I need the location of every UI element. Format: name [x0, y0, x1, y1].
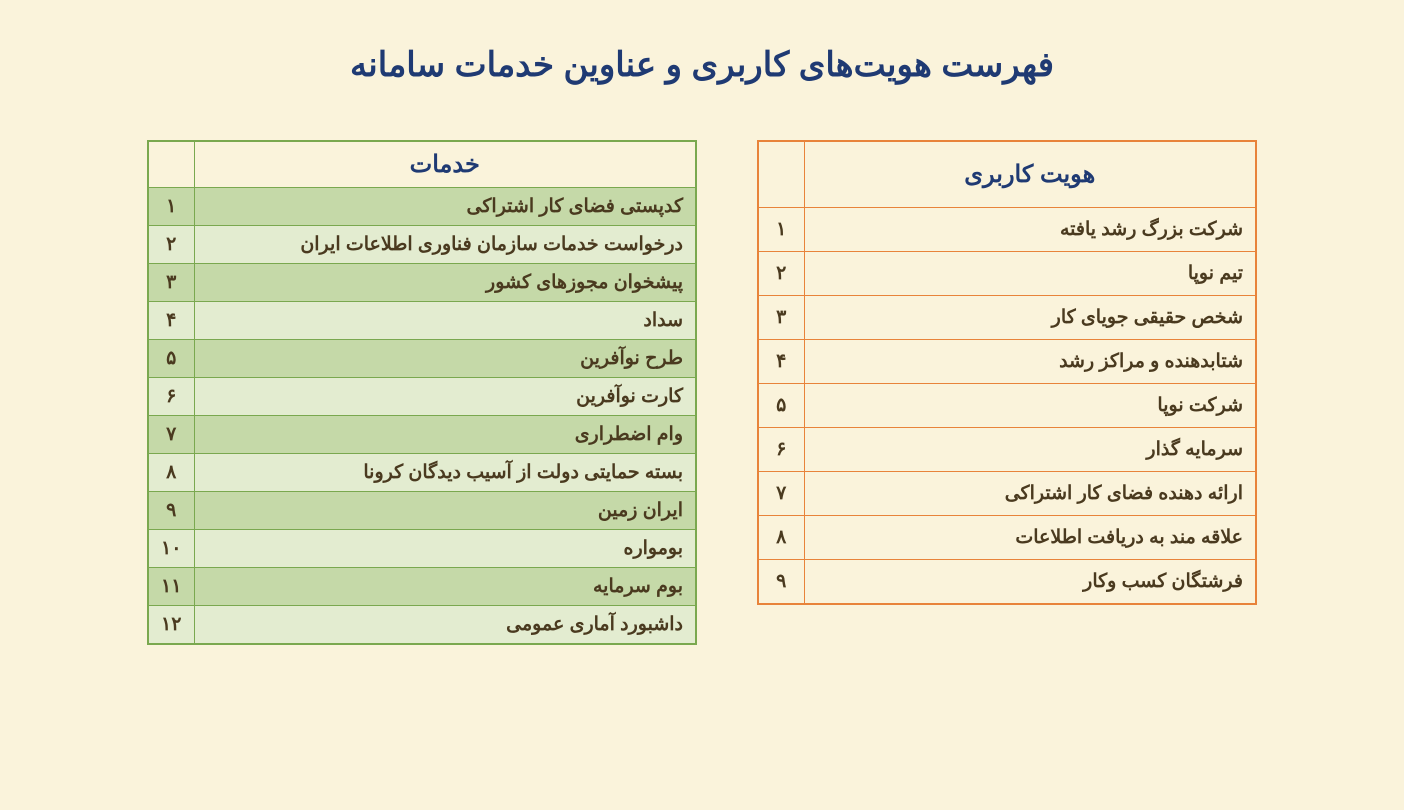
services-label: بسته حمایتی دولت از آسیب دیدگان کرونا [194, 454, 696, 492]
identity-label: علاقه مند به دریافت اطلاعات [804, 516, 1256, 560]
table-row: بوم سرمایه۱۱ [148, 568, 696, 606]
table-row: طرح نوآفرین۵ [148, 340, 696, 378]
identity-label: تیم نوپا [804, 252, 1256, 296]
table-row: سداد۴ [148, 302, 696, 340]
services-row-number: ۱۰ [148, 530, 194, 568]
services-label: بومواره [194, 530, 696, 568]
services-label: بوم سرمایه [194, 568, 696, 606]
services-label: کدپستی فضای کار اشتراکی [194, 188, 696, 226]
table-row: بسته حمایتی دولت از آسیب دیدگان کرونا۸ [148, 454, 696, 492]
services-row-number: ۱۱ [148, 568, 194, 606]
table-row: شرکت بزرگ رشد یافته۱ [758, 208, 1256, 252]
table-row: علاقه مند به دریافت اطلاعات۸ [758, 516, 1256, 560]
services-label: داشبورد آماری عمومی [194, 606, 696, 645]
identity-label: شرکت بزرگ رشد یافته [804, 208, 1256, 252]
services-header: خدمات [194, 141, 696, 188]
table-row: وام اضطراری۷ [148, 416, 696, 454]
identity-row-number: ۶ [758, 428, 804, 472]
services-label: ایران زمین [194, 492, 696, 530]
identity-label: شتابدهنده و مراکز رشد [804, 340, 1256, 384]
services-table: خدمات کدپستی فضای کار اشتراکی۱درخواست خد… [147, 140, 697, 645]
identity-row-number: ۲ [758, 252, 804, 296]
services-row-number: ۴ [148, 302, 194, 340]
identity-tbody: شرکت بزرگ رشد یافته۱تیم نوپا۲شخص حقیقی ج… [758, 208, 1256, 605]
table-row: ارائه دهنده فضای کار اشتراکی۷ [758, 472, 1256, 516]
table-row: ایران زمین۹ [148, 492, 696, 530]
services-row-number: ۷ [148, 416, 194, 454]
identity-label: فرشتگان کسب وکار [804, 560, 1256, 605]
table-row: تیم نوپا۲ [758, 252, 1256, 296]
table-row: شرکت نوپا۵ [758, 384, 1256, 428]
table-row: بومواره۱۰ [148, 530, 696, 568]
services-label: سداد [194, 302, 696, 340]
table-row: سرمایه گذار۶ [758, 428, 1256, 472]
services-row-number: ۵ [148, 340, 194, 378]
identity-table: هویت کاربری شرکت بزرگ رشد یافته۱تیم نوپا… [757, 140, 1257, 605]
identity-header: هویت کاربری [804, 141, 1256, 208]
table-row: پیشخوان مجوزهای کشور۳ [148, 264, 696, 302]
services-label: درخواست خدمات سازمان فناوری اطلاعات ایرا… [194, 226, 696, 264]
identity-label: ارائه دهنده فضای کار اشتراکی [804, 472, 1256, 516]
identity-row-number: ۱ [758, 208, 804, 252]
services-tbody: کدپستی فضای کار اشتراکی۱درخواست خدمات سا… [148, 188, 696, 645]
table-row: کارت نوآفرین۶ [148, 378, 696, 416]
services-num-header [148, 141, 194, 188]
services-label: پیشخوان مجوزهای کشور [194, 264, 696, 302]
services-row-number: ۲ [148, 226, 194, 264]
table-row: شخص حقیقی جویای کار۳ [758, 296, 1256, 340]
services-row-number: ۱ [148, 188, 194, 226]
page-title: فهرست هویت‌های کاربری و عناوین خدمات سام… [100, 45, 1304, 85]
identity-label: شرکت نوپا [804, 384, 1256, 428]
identity-label: سرمایه گذار [804, 428, 1256, 472]
services-label: وام اضطراری [194, 416, 696, 454]
table-row: کدپستی فضای کار اشتراکی۱ [148, 188, 696, 226]
services-row-number: ۱۲ [148, 606, 194, 645]
tables-container: هویت کاربری شرکت بزرگ رشد یافته۱تیم نوپا… [100, 140, 1304, 645]
identity-row-number: ۷ [758, 472, 804, 516]
services-label: کارت نوآفرین [194, 378, 696, 416]
identity-row-number: ۴ [758, 340, 804, 384]
table-row: فرشتگان کسب وکار۹ [758, 560, 1256, 605]
table-row: شتابدهنده و مراکز رشد۴ [758, 340, 1256, 384]
services-label: طرح نوآفرین [194, 340, 696, 378]
table-row: داشبورد آماری عمومی۱۲ [148, 606, 696, 645]
identity-row-number: ۵ [758, 384, 804, 428]
services-row-number: ۶ [148, 378, 194, 416]
services-row-number: ۳ [148, 264, 194, 302]
identity-label: شخص حقیقی جویای کار [804, 296, 1256, 340]
services-row-number: ۹ [148, 492, 194, 530]
identity-num-header [758, 141, 804, 208]
identity-row-number: ۸ [758, 516, 804, 560]
table-row: درخواست خدمات سازمان فناوری اطلاعات ایرا… [148, 226, 696, 264]
services-row-number: ۸ [148, 454, 194, 492]
identity-row-number: ۳ [758, 296, 804, 340]
identity-row-number: ۹ [758, 560, 804, 605]
